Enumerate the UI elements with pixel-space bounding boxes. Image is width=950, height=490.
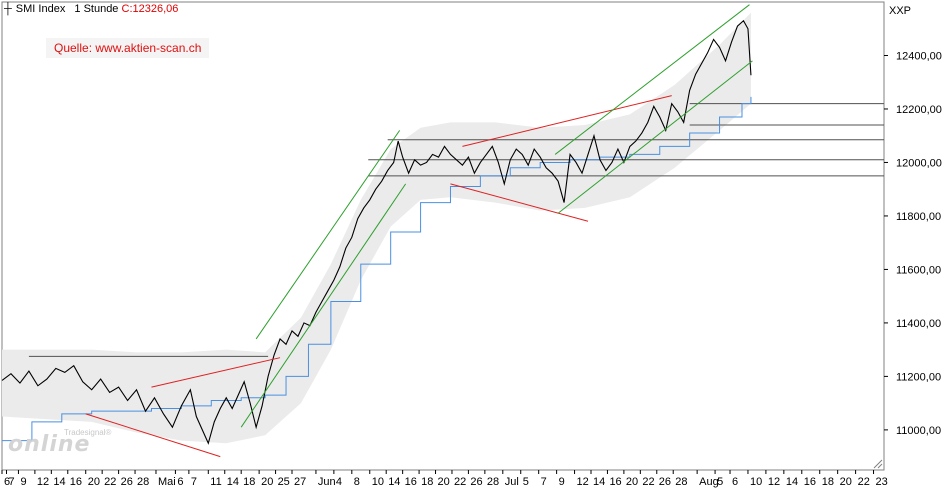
trend-line-2 [255,130,401,340]
x-tick-label-42: 5 [717,476,723,488]
y-tick-label-5: 12000,00 [896,157,942,169]
x-tick-label-24: 16 [405,476,417,488]
x-tick-label-12: 7 [191,476,197,488]
x-tick-label-1: 7 [8,476,14,488]
close-label: C: [121,3,133,15]
x-tick-label-25: 18 [421,476,433,488]
x-tick-label-45: 12 [768,476,780,488]
unit-label: XXP [889,5,912,17]
x-tick-label-38: 22 [642,476,654,488]
x-tick-label-35: 14 [593,476,605,488]
trend-line-6 [554,4,750,155]
trend-line-5 [450,183,589,222]
logo-text: online [8,432,91,457]
y-tick-label-0: 11000,00 [896,425,941,437]
x-tick-label-22: 10 [372,476,384,488]
instrument-name: SMI Index [15,3,66,15]
x-tick-label-39: 26 [659,476,671,488]
x-tick-label-21: 8 [354,476,360,488]
x-tick-label-27: 22 [454,476,466,488]
x-tick-label-37: 20 [626,476,638,488]
x-tick-label-51: 23 [876,476,888,488]
x-tick-label-0: 6 [4,476,10,488]
price-line [1,19,752,445]
x-tick-label-14: 14 [227,476,239,488]
x-tick-label-50: 22 [858,476,870,488]
x-tick-label-41: Aug [699,476,719,488]
x-tick-label-32: 7 [541,476,547,488]
y-tick-label-2: 11400,00 [896,318,941,330]
resize-grip-icon [873,459,883,469]
x-tick-label-47: 16 [804,476,816,488]
trend-line-1 [151,357,281,388]
x-tick-label-17: 25 [278,476,290,488]
x-tick-label-31: 5 [523,476,529,488]
volatility-band [2,12,751,444]
y-tick-label-1: 11200,00 [896,371,941,383]
x-tick-label-48: 18 [822,476,834,488]
x-tick-label-6: 20 [88,476,100,488]
interval-label: 1 Stunde [74,3,119,15]
x-tick-label-29: 28 [487,476,499,488]
x-tick-label-46: 14 [786,476,798,488]
source-label: Quelle: www.aktien-scan.ch [46,38,210,58]
x-tick-label-16: 20 [261,476,273,488]
trend-line-0 [85,413,221,458]
y-tick-label-4: 11800,00 [896,211,941,223]
x-tick-label-5: 16 [70,476,82,488]
x-tick-label-33: 9 [559,476,565,488]
x-tick-label-15: 18 [243,476,255,488]
x-tick-label-20: 4 [336,476,342,488]
x-tick-label-7: 22 [104,476,116,488]
x-tick-label-9: 28 [137,476,149,488]
x-tick-label-18: 27 [294,476,306,488]
close-value: 12326,06 [132,3,179,15]
x-tick-label-28: 26 [470,476,482,488]
trend-line-7 [557,60,753,214]
logo-subtext: Tradesignal® [64,428,112,437]
x-tick-label-10: Mai [158,476,176,488]
x-tick-label-34: 12 [577,476,589,488]
y-tick-label-6: 12200,00 [896,104,942,116]
x-tick-label-19: Jun [318,476,336,488]
x-tick-label-11: 6 [177,476,183,488]
crosshair-icon: ┼ [4,3,12,15]
trend-line-4 [462,95,672,147]
moving-average-line [2,96,752,442]
x-tick-label-36: 16 [609,476,621,488]
x-tick-label-40: 28 [675,476,687,488]
chart-header: ┼ SMI Index 1 Stunde C:12326,06 [4,3,178,15]
tradesignal-logo: online Tradesignal® [8,428,111,457]
x-tick-label-49: 20 [840,476,852,488]
x-tick-label-23: 14 [388,476,400,488]
x-tick-label-13: 11 [210,476,221,488]
trend-line-3 [240,183,407,428]
x-tick-label-8: 26 [121,476,133,488]
x-tick-label-4: 14 [53,476,65,488]
x-tick-label-43: 6 [732,476,738,488]
x-tick-label-30: Jul [505,476,519,488]
y-tick-label-7: 12400,00 [896,50,942,62]
x-tick-label-44: 10 [750,476,762,488]
x-tick-label-26: 20 [438,476,450,488]
y-tick-label-3: 11600,00 [896,264,941,276]
x-tick-label-3: 12 [37,476,49,488]
x-tick-label-2: 9 [20,476,26,488]
